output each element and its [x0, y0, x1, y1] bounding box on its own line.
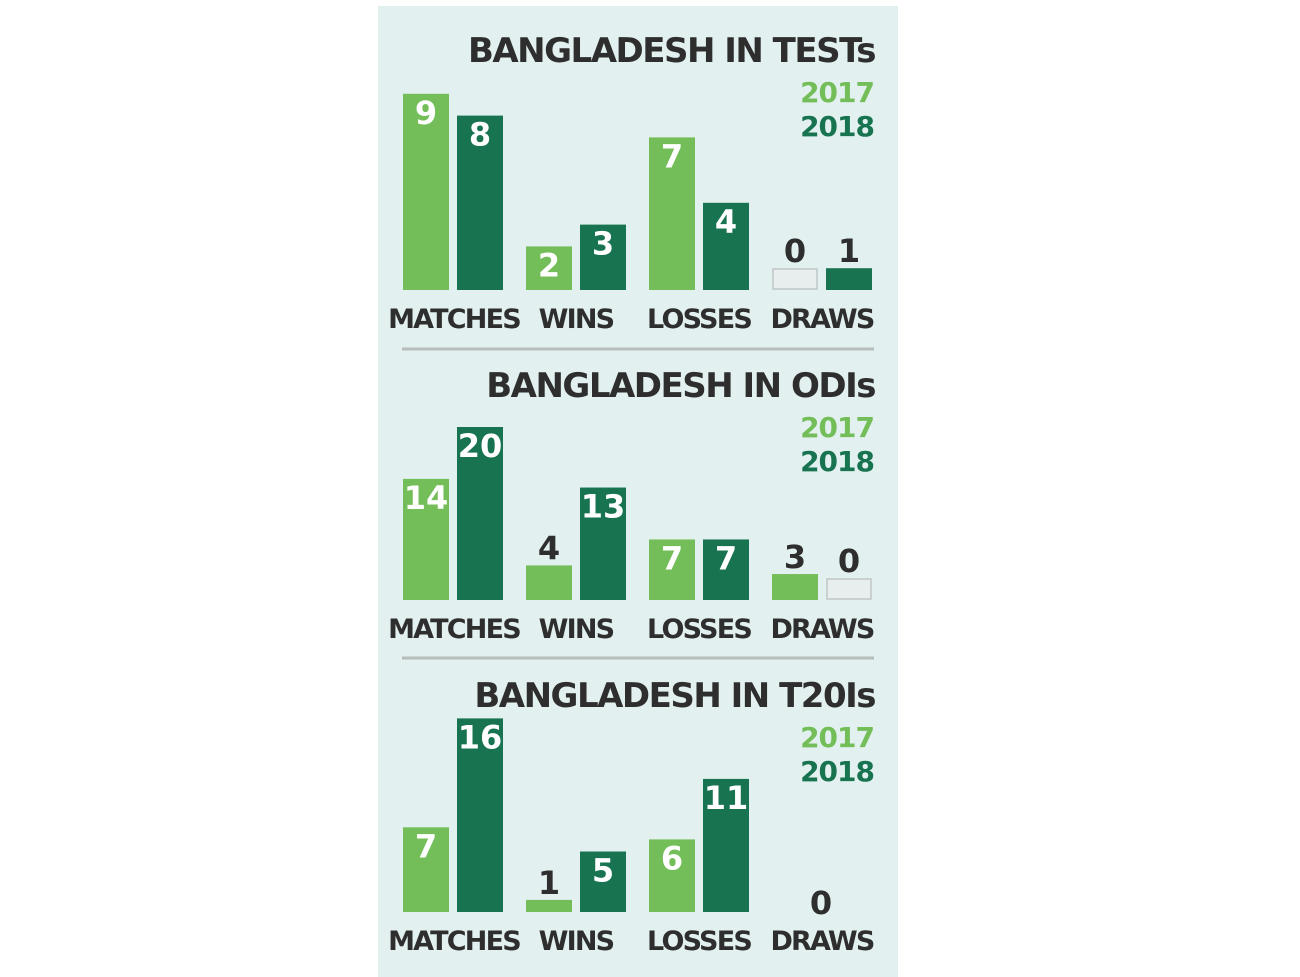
- bar-chart-3-wins-2017: [526, 899, 572, 912]
- bar-chart-1-wins-2017: [526, 246, 572, 290]
- chart-2-category-losses: LOSSES: [647, 614, 751, 645]
- chart-2-category-wins: WINS: [539, 614, 614, 645]
- chart-3-title: BANGLADESH IN T20Is: [474, 676, 875, 716]
- bar-chart-2-matches-2017: [403, 478, 449, 600]
- bar-chart-2-matches-2018: [457, 427, 503, 600]
- value-label-chart-1-losses-2018: 4: [715, 203, 737, 241]
- value-label-chart-3-matches-2018: 16: [458, 718, 503, 756]
- bar-chart-2-losses-2018: [703, 539, 749, 600]
- value-label-chart-2-draws-2017: 3: [784, 538, 806, 576]
- chart-2-legend-2017: 2017: [800, 411, 874, 444]
- bar-chart-2-draws-2018: [826, 578, 872, 600]
- value-label-chart-1-draws-2018: 1: [838, 232, 860, 270]
- bar-chart-3-losses-2018: [703, 778, 749, 912]
- chart-3-category-wins: WINS: [539, 926, 614, 957]
- chart-1-category-wins: WINS: [539, 304, 614, 335]
- bar-chart-3-wins-2018: [580, 851, 626, 912]
- value-label-chart-2-losses-2018: 7: [715, 539, 737, 577]
- chart-3-legend-2018: 2018: [800, 755, 874, 788]
- bar-chart-1-matches-2018: [457, 115, 503, 290]
- panel-background: [378, 6, 898, 977]
- bar-chart-1-draws-2017: [772, 268, 818, 290]
- value-label-chart-3-wins-2018: 5: [592, 852, 614, 890]
- value-label-chart-3-matches-2017: 7: [415, 827, 437, 865]
- chart-3-legend-2017: 2017: [800, 721, 874, 754]
- chart-1-category-losses: LOSSES: [647, 304, 751, 335]
- bar-chart-2-wins-2018: [580, 487, 626, 600]
- chart-1-legend-2017: 2017: [800, 76, 874, 109]
- bar-chart-2-draws-2017: [772, 574, 818, 600]
- bar-chart-2-losses-2017: [649, 539, 695, 600]
- value-label-chart-1-matches-2018: 8: [469, 116, 491, 154]
- chart-1-legend-2018: 2018: [800, 110, 874, 143]
- value-label-chart-2-matches-2018: 20: [458, 427, 503, 465]
- chart-2-legend-2018: 2018: [800, 445, 874, 478]
- chart-3-category-draws: DRAWS: [770, 926, 873, 957]
- value-label-chart-1-wins-2017: 2: [538, 246, 560, 284]
- bar-chart-3-matches-2018: [457, 718, 503, 912]
- value-label-chart-1-wins-2018: 3: [592, 225, 614, 263]
- value-label-chart-3-losses-2017: 6: [661, 839, 683, 877]
- chart-1-category-draws: DRAWS: [770, 304, 873, 335]
- chart-1-title: BANGLADESH IN TESTs: [468, 31, 875, 71]
- bar-chart-1-draws-2018: [826, 268, 872, 290]
- bar-chart-3-losses-2017: [649, 839, 695, 912]
- chart-1-category-matches: MATCHES: [388, 304, 520, 335]
- bar-chart-1-losses-2018: [703, 202, 749, 290]
- bar-chart-3-matches-2017: [403, 827, 449, 912]
- value-label-chart-2-matches-2017: 14: [404, 479, 449, 517]
- bar-chart-1-matches-2017: [403, 93, 449, 290]
- chart-panel: BANGLADESH IN TESTs 2017 2018 MATCHES WINS LO…: [378, 6, 898, 977]
- value-label-chart-1-losses-2017: 7: [661, 137, 683, 175]
- value-label-chart-2-losses-2017: 7: [661, 539, 683, 577]
- bar-chart-1-wins-2018: [580, 224, 626, 290]
- chart-2-category-matches: MATCHES: [388, 614, 520, 645]
- value-label-chart-1-draws-2017: 0: [784, 232, 806, 270]
- chart-3-category-losses: LOSSES: [647, 926, 751, 957]
- chart-2-title: BANGLADESH IN ODIs: [486, 366, 875, 406]
- value-label-chart-2-wins-2017: 4: [538, 529, 560, 567]
- value-label-chart-3-wins-2017: 1: [538, 864, 560, 902]
- chart-3-draws-value-label: 0: [810, 884, 832, 922]
- bar-chart-2-wins-2017: [526, 565, 572, 600]
- value-label-chart-3-losses-2018: 11: [704, 779, 749, 817]
- chart-3-category-matches: MATCHES: [388, 926, 520, 957]
- chart-2-category-draws: DRAWS: [770, 614, 873, 645]
- value-label-chart-1-matches-2017: 9: [415, 94, 437, 132]
- value-label-chart-2-wins-2018: 13: [581, 488, 626, 526]
- value-label-chart-2-draws-2018: 0: [838, 542, 860, 580]
- bar-chart-1-losses-2017: [649, 137, 695, 290]
